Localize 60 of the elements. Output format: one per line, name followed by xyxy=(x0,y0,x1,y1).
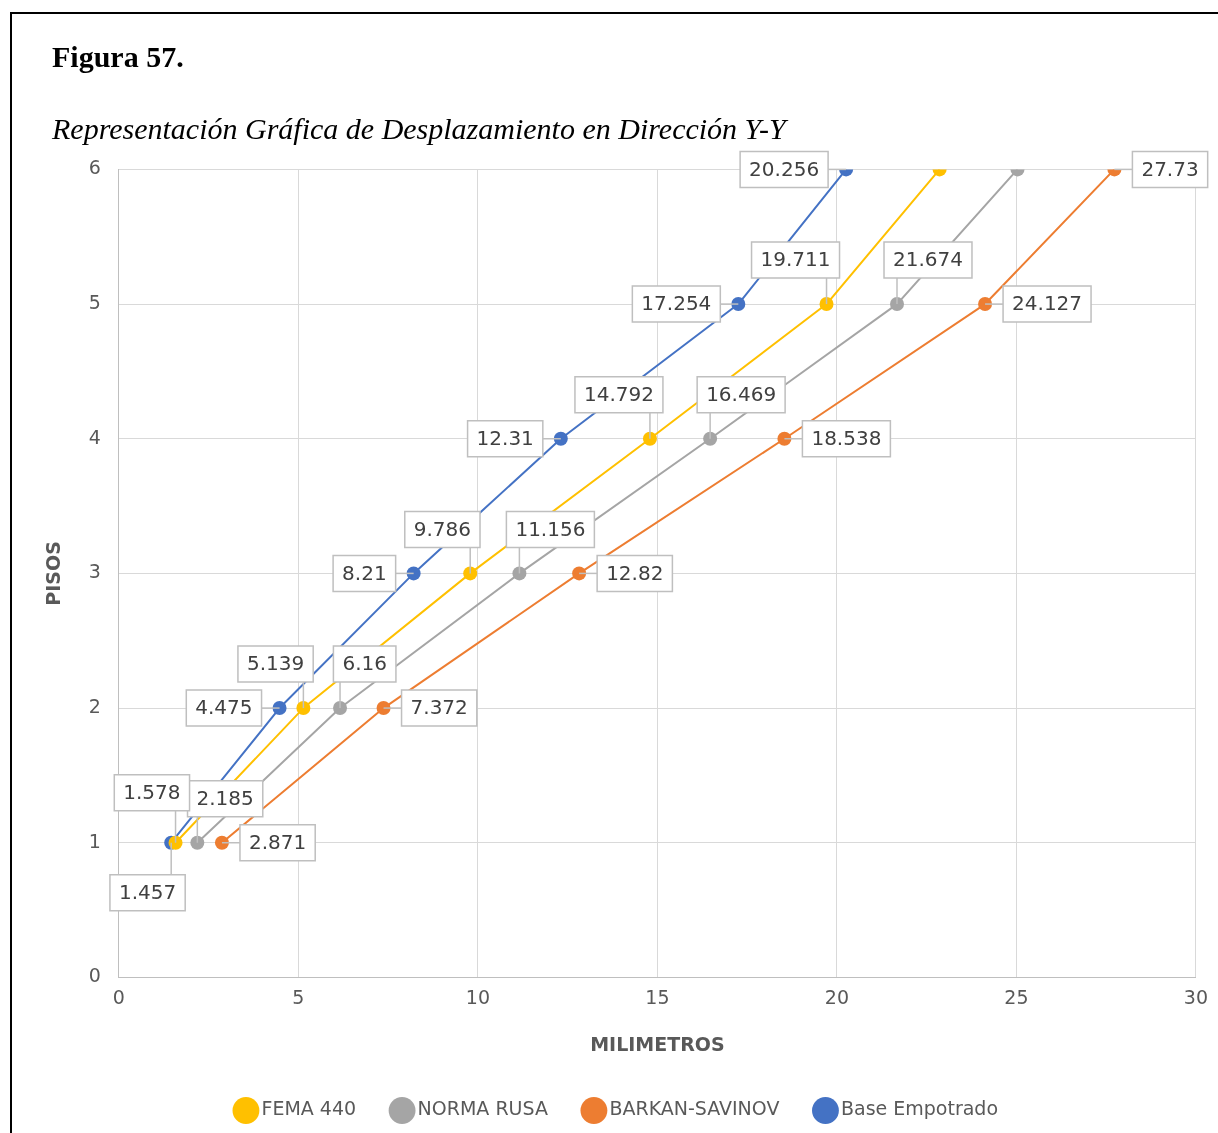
point xyxy=(777,431,792,446)
legend-label: BARKAN-SAVINOV xyxy=(609,1097,780,1120)
legend-label: Base Empotrado xyxy=(840,1097,999,1120)
y-tick-label: 6 xyxy=(88,156,101,179)
annotation: 7.372 xyxy=(410,695,468,720)
point xyxy=(406,566,421,581)
annotation: 24.127 xyxy=(1012,291,1083,316)
y-tick-label: 0 xyxy=(88,964,101,987)
annotation: 20.256 xyxy=(749,156,820,181)
point xyxy=(214,835,229,850)
annotation: 6.16 xyxy=(342,651,387,676)
point xyxy=(376,701,391,716)
annotation: 8.21 xyxy=(342,560,387,585)
point xyxy=(512,566,527,581)
x-axis-title: MILIMETROS xyxy=(590,1032,725,1055)
annotation: 14.792 xyxy=(583,381,654,406)
x-tick-label: 20 xyxy=(824,985,849,1008)
point xyxy=(572,566,587,581)
x-tick-label: 25 xyxy=(1004,985,1029,1008)
annotation: 27.73 xyxy=(1141,156,1199,181)
point xyxy=(703,431,718,446)
x-tick-label: 5 xyxy=(292,985,305,1008)
annotation: 12.31 xyxy=(476,425,534,450)
x-tick-label: 15 xyxy=(645,985,670,1008)
legend-label: FEMA 440 xyxy=(261,1097,357,1120)
annotation: 11.156 xyxy=(515,516,586,541)
annotation: 19.711 xyxy=(760,247,831,272)
x-tick-label: 0 xyxy=(112,985,125,1008)
annotation: 1.578 xyxy=(123,779,181,804)
point xyxy=(333,701,348,716)
point xyxy=(190,835,205,850)
point xyxy=(296,701,311,716)
chart-title: Figura 57. xyxy=(52,40,184,74)
x-tick-label: 10 xyxy=(465,985,490,1008)
annotation: 17.254 xyxy=(641,291,712,316)
point xyxy=(978,297,993,312)
annotation: 4.475 xyxy=(195,695,253,720)
y-tick-label: 5 xyxy=(88,291,101,313)
y-tick-label: 2 xyxy=(88,695,101,717)
annotation: 21.674 xyxy=(893,247,963,272)
annotation: 1.457 xyxy=(118,879,177,904)
annotation: 16.469 xyxy=(706,381,777,406)
point xyxy=(890,297,904,312)
annotation: 9.786 xyxy=(413,516,472,541)
annotation: 18.538 xyxy=(811,425,882,450)
y-tick-label: 3 xyxy=(88,560,101,583)
point xyxy=(642,431,657,446)
legend-label: NORMA RUSA xyxy=(417,1097,548,1120)
annotation: 5.139 xyxy=(246,651,305,676)
y-axis-title: PISOS xyxy=(42,541,65,606)
x-tick-label: 30 xyxy=(1183,985,1209,1008)
point xyxy=(819,297,834,312)
annotation: 2.185 xyxy=(196,785,254,810)
annotation: 12.82 xyxy=(606,560,664,585)
point xyxy=(272,701,287,716)
y-tick-label: 4 xyxy=(88,425,101,448)
annotation: 2.871 xyxy=(248,829,307,854)
y-tick-label: 1 xyxy=(88,829,101,852)
point xyxy=(553,431,568,446)
point xyxy=(731,297,746,312)
